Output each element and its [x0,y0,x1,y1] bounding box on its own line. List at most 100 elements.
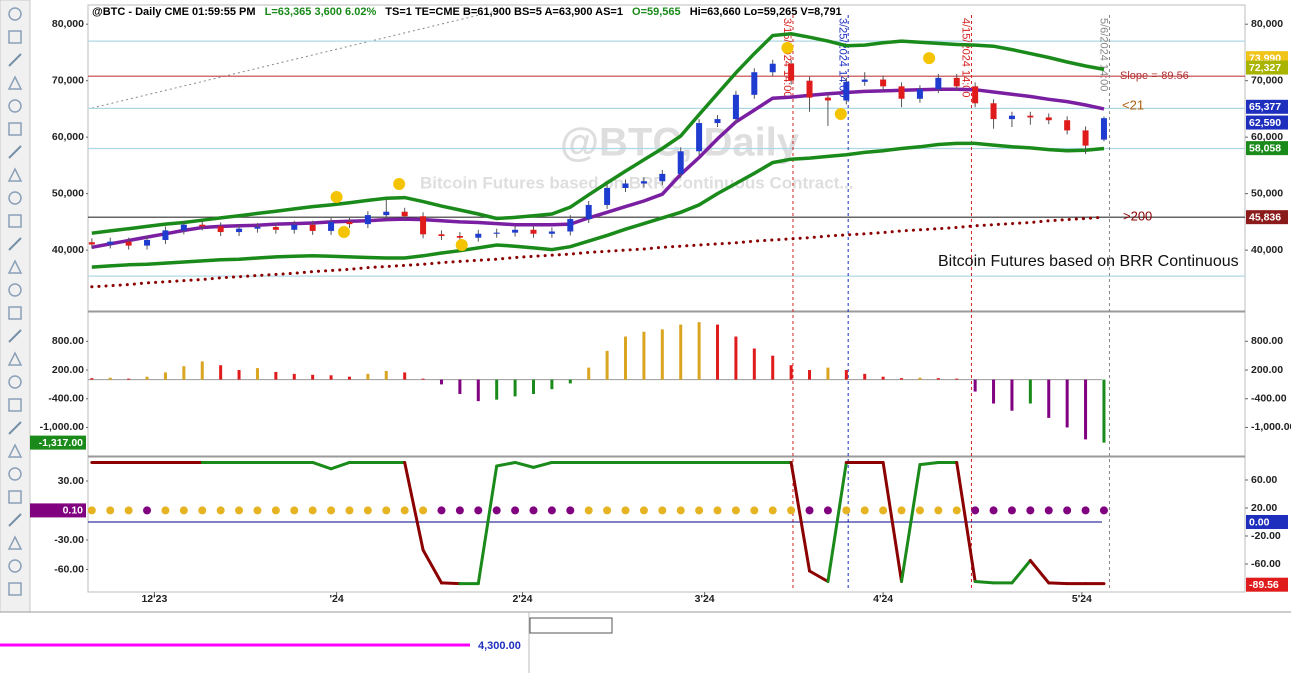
state-dot [1063,506,1072,515]
price-badge-label: 0.10 [63,505,84,517]
candle-body [898,86,905,99]
tool-icon[interactable] [8,214,22,228]
tool-icon[interactable] [8,30,22,44]
tool-icon[interactable] [8,513,22,527]
histogram-bar [697,322,701,380]
y-tick-label: -1,000.00 [40,421,85,433]
candle-body [953,77,960,87]
tool-icon[interactable] [7,443,23,458]
candle-body [401,211,408,217]
candle-body [714,119,721,124]
state-dot [897,506,906,515]
histogram-bar [200,361,204,380]
state-dot [879,506,888,515]
tool-icon[interactable] [8,53,22,67]
state-dot [143,506,152,515]
tool-group [7,7,23,596]
state-dot [179,506,188,515]
tool-icon[interactable] [8,421,22,435]
tool-icon[interactable] [7,535,23,550]
histogram-bar [531,379,535,394]
y-tick-label: 20.00 [1251,502,1277,514]
histogram-bar [624,336,628,380]
price-badge [1246,141,1288,156]
header-item: @BTC - Daily CME 01:59:55 PM [92,6,256,18]
tool-icon[interactable] [7,167,23,182]
candle-body [236,228,243,233]
tool-icon[interactable] [8,237,22,251]
tool-icon[interactable] [8,99,22,113]
header-item: Hi=63,660 Lo=59,265 V=8,791 [690,6,842,18]
oscillator-segment [329,460,351,471]
candle-body [972,86,979,104]
histogram-bar [311,374,315,380]
y-tick-label: -30.00 [54,534,84,546]
price-badge-label: 65,377 [1249,101,1281,113]
y-tick-label: 50,000 [52,187,84,199]
state-dot [584,506,593,515]
histogram-bar [826,367,830,380]
tool-icon[interactable] [8,306,22,320]
tool-icon[interactable] [8,375,22,389]
tool-icon[interactable] [8,329,22,343]
candle-body [843,81,850,101]
tool-icon[interactable] [7,351,23,366]
histogram-bar [163,372,167,380]
x-tick-label: 12'23 [141,593,167,605]
y-tick-label: -1,000.00 [1251,421,1291,433]
tool-icon[interactable] [8,559,22,573]
oscillator-segment [1010,558,1032,585]
state-dot [621,506,630,515]
candle-body [125,241,132,246]
tool-icon[interactable] [8,582,22,596]
candle-body [696,123,703,152]
state-dot [327,506,336,515]
oscillator-segment [900,463,922,583]
candle-body [254,226,261,229]
candle-body [916,89,923,99]
candle-body [346,221,353,225]
histogram-bar [403,372,407,380]
histogram-bar [90,378,94,380]
tool-icon[interactable] [8,283,22,297]
tool-icon[interactable] [8,191,22,205]
state-dot [492,506,501,515]
oscillator-segment [918,460,940,467]
candle-body [512,229,519,233]
signal-dot [455,239,468,252]
price-badge-label: 72,327 [1249,62,1281,74]
tool-icon[interactable] [8,145,22,159]
date-marker-label: 3/25/2024 14:00 [836,18,848,98]
histogram-bar [550,379,554,390]
x-tick-label: '24 [329,593,343,605]
price-badge-label: 58,058 [1249,142,1281,154]
tool-icon[interactable] [7,75,23,90]
candle-body [769,63,776,73]
histogram-bar [1028,379,1032,404]
candle-body [567,219,574,232]
candle-body [364,215,371,225]
tool-icon[interactable] [8,467,22,481]
price-badge-label: -89.56 [1249,579,1279,591]
oscillator-segment [955,460,977,583]
oscillator-segment [421,548,443,585]
candle-body [990,103,997,120]
candle-body [88,242,95,245]
candle-body [144,239,151,246]
candle-body [1082,130,1089,146]
tool-icon[interactable] [8,122,22,136]
header-item: O=59,565 [632,6,681,18]
plot: 40,000 40,000 50,000 50,000 60,000 60,000 70,0… [30,15,1291,605]
oscillator-segment [531,460,554,469]
tool-icon[interactable] [8,7,22,21]
candle-body [107,241,114,245]
tool-icon[interactable] [8,490,22,504]
histogram-bar [329,375,333,380]
oscillator-segment [1028,558,1051,585]
date-marker-label: 3/15/2024 14:00 [781,18,793,98]
state-dot [952,506,961,515]
tool-icon[interactable] [7,259,23,274]
tool-icon[interactable] [8,398,22,412]
candle-body [677,151,684,174]
